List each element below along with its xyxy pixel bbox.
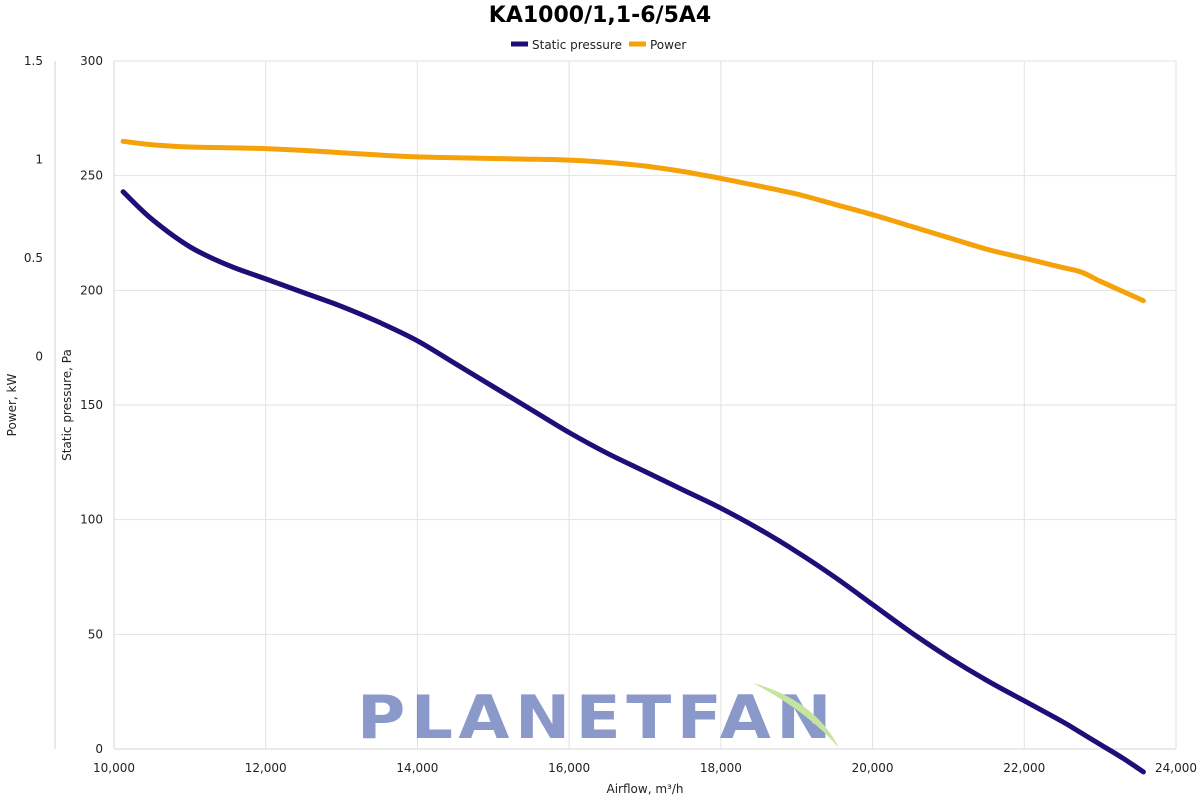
svg-text:PLANETFAN: PLANETFAN <box>357 683 837 753</box>
pressure-tick-label: 200 <box>80 283 103 297</box>
x-tick-label: 10,000 <box>93 761 135 775</box>
legend: Static pressure Power <box>511 38 686 52</box>
x-axis-title: Airflow, m³/h <box>607 782 684 796</box>
x-tick-label: 12,000 <box>245 761 287 775</box>
pressure-tick-label: 50 <box>88 627 103 641</box>
power-tick-label: 1.5 <box>24 54 43 68</box>
power-tick-label: 1 <box>35 153 43 167</box>
series-layer <box>120 138 1146 775</box>
pressure-tick-label: 250 <box>80 169 103 183</box>
series-line-static-pressure <box>120 189 1146 775</box>
power-axis-title: Power, kW <box>5 374 19 437</box>
pressure-tick-label: 0 <box>95 742 103 756</box>
planetfan-watermark-logo: PLANETFAN <box>357 683 839 753</box>
pressure-tick-label: 150 <box>80 398 103 412</box>
chart-title: KA1000/1,1-6/5A4 <box>489 3 711 28</box>
x-tick-label: 24,000 <box>1155 761 1197 775</box>
legend-label-power: Power <box>650 38 686 52</box>
x-tick-label: 14,000 <box>396 761 438 775</box>
pressure-tick-label: 100 <box>80 513 103 527</box>
x-tick-label: 22,000 <box>1003 761 1045 775</box>
power-tick-label: 0.5 <box>24 251 43 265</box>
x-tick-label: 20,000 <box>852 761 894 775</box>
pressure-tick-label: 300 <box>80 54 103 68</box>
axes: 10,000 12,000 14,000 16,000 18,000 20,000 22,0… <box>24 54 1197 775</box>
power-tick-label: 0 <box>35 350 43 364</box>
legend-label-static-pressure: Static pressure <box>532 38 622 52</box>
x-tick-label: 16,000 <box>548 761 590 775</box>
series-line-power <box>120 138 1146 304</box>
pressure-axis-title: Static pressure, Pa <box>60 349 74 461</box>
x-tick-label: 18,000 <box>700 761 742 775</box>
